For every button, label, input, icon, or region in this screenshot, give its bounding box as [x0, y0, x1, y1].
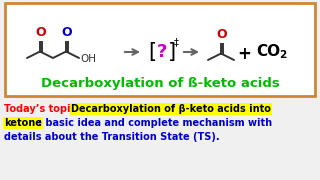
Text: ]: ] — [168, 42, 176, 62]
Text: OH: OH — [80, 54, 96, 64]
Text: Today’s topic:: Today’s topic: — [4, 104, 80, 114]
Text: O: O — [62, 26, 72, 39]
Text: O: O — [217, 28, 227, 41]
Text: [: [ — [148, 42, 156, 62]
Text: 2: 2 — [279, 50, 286, 60]
Text: ?: ? — [157, 43, 167, 61]
Text: CO: CO — [256, 44, 280, 60]
Bar — [5, 3, 315, 96]
Text: details about the Transition State (TS).: details about the Transition State (TS). — [4, 132, 220, 142]
Text: Decarboxylation of β-keto acids into: Decarboxylation of β-keto acids into — [71, 104, 271, 114]
Text: : basic idea and complete mechanism with: : basic idea and complete mechanism with — [38, 118, 272, 128]
Text: Decarboxylation of ß-keto acids: Decarboxylation of ß-keto acids — [41, 76, 279, 89]
Text: ‡: ‡ — [174, 37, 179, 47]
Text: O: O — [36, 26, 46, 39]
Text: ketone: ketone — [4, 118, 42, 128]
Text: +: + — [237, 45, 251, 63]
